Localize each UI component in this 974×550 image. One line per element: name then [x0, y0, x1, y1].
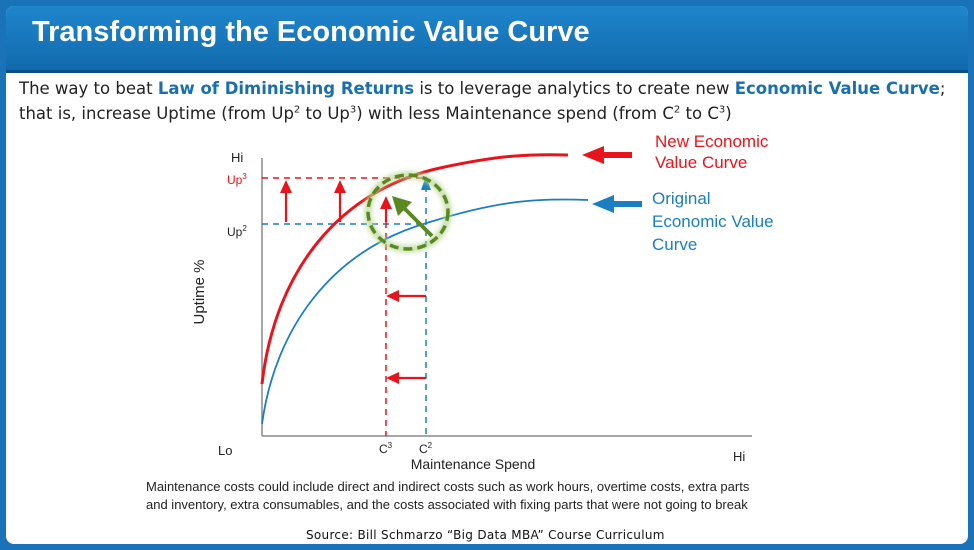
title-bar: Transforming the Economic Value Curve: [6, 6, 968, 73]
highlight-law-of-diminishing-returns: Law of Diminishing Returns: [157, 79, 415, 98]
intro-text: The way to beat Law of Diminishing Retur…: [19, 76, 964, 126]
intro-sup-c2: 2: [673, 104, 681, 116]
original-economic-value-curve: [261, 198, 589, 425]
spend-decrease-arrows: [386, 290, 426, 384]
y-axis-title: Uptime %: [191, 259, 208, 324]
x-axis-lo-label: Lo: [218, 443, 232, 458]
up2-tick-label: Up2: [227, 224, 247, 239]
intro-part-2: is to leverage analytics to create new: [414, 79, 735, 98]
c2-tick-label: C2: [419, 441, 433, 456]
original-curve-label-line-3: Curve: [652, 235, 697, 254]
x-axis-title: Maintenance Spend: [411, 456, 536, 472]
intro-sup-c3: 3: [718, 104, 726, 116]
up3-tick-label: Up3: [227, 172, 247, 187]
highlight-circle: [366, 173, 450, 251]
footnote: Maintenance costs could include direct a…: [146, 478, 866, 514]
new-curve-label-line-2: Value Curve: [655, 153, 747, 172]
slide: Transforming the Economic Value Curve Th…: [6, 6, 968, 544]
footnote-line-1: Maintenance costs could include direct a…: [146, 479, 750, 494]
highlight-economic-value-curve: Economic Value Curve: [734, 79, 940, 98]
y-axis-hi-label: Hi: [231, 150, 243, 165]
intro-sup-up3: 3: [349, 104, 357, 116]
source-credit: Source: Bill Schmarzo “Big Data MBA” Cou…: [306, 528, 665, 542]
x-axis-hi-label: Hi: [733, 449, 745, 464]
green-arrow-shaft: [402, 206, 434, 238]
uptime-increase-arrows: [280, 180, 392, 222]
new-economic-value-curve: [260, 153, 569, 385]
intro-sup-up2: 2: [293, 104, 301, 116]
intro-part-7: ): [725, 104, 732, 123]
new-curve-pointer-arrow: [582, 146, 632, 164]
original-curve-label-line-2: Economic Value: [652, 212, 774, 231]
green-arrow-head: [392, 196, 412, 216]
footnote-line-2: and inventory, extra consumables, and th…: [146, 497, 748, 512]
intro-part-3: ; that is, increase Uptime (from Up: [19, 79, 946, 123]
new-curve-label-line-1: New Economic: [655, 132, 769, 151]
economic-value-curve-diagram: New Economic Value Curve Original Econom…: [191, 132, 774, 472]
intro-part-1: The way to beat: [19, 79, 158, 98]
original-curve-label-line-1: Original: [652, 189, 711, 208]
slide-title: Transforming the Economic Value Curve: [32, 16, 590, 48]
intro-part-4: to Up: [300, 104, 350, 123]
original-curve-pointer-arrow: [592, 195, 642, 213]
intro-part-5: ) with less Maintenance spend (from C: [356, 104, 674, 123]
c3-tick-label: C3: [379, 441, 393, 456]
intro-part-6: to C: [680, 104, 719, 123]
